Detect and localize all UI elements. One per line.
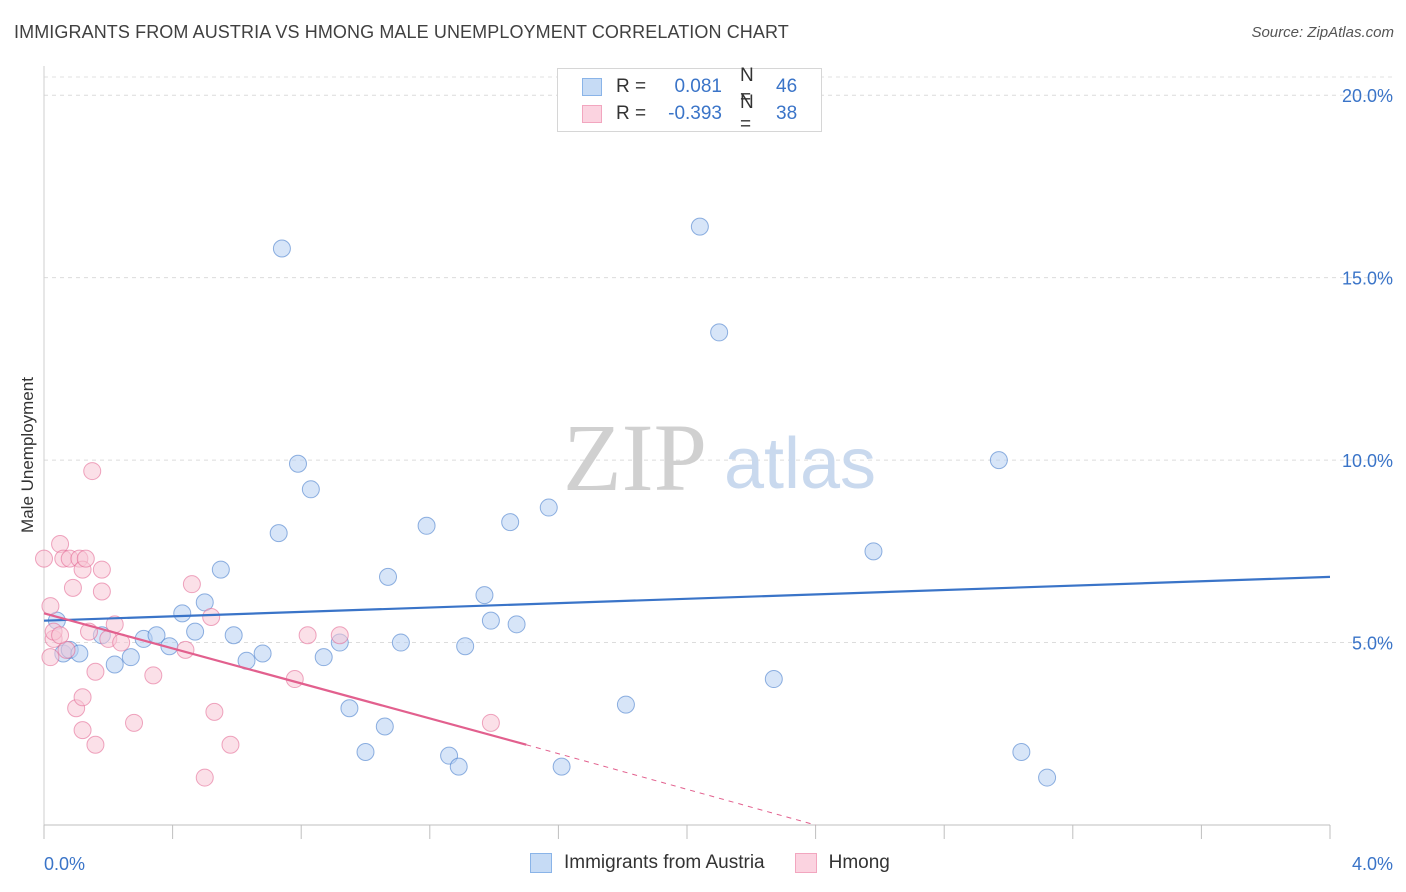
x-tick-label: 0.0% bbox=[44, 854, 85, 874]
legend-n-label: N = bbox=[740, 92, 754, 135]
legend-label-austria: Immigrants from Austria bbox=[564, 852, 765, 873]
data-point-hmong bbox=[92, 560, 111, 579]
data-point-hmong bbox=[205, 702, 224, 721]
data-point-hmong bbox=[41, 648, 60, 667]
data-point-austria bbox=[764, 670, 783, 689]
data-point-hmong bbox=[182, 575, 201, 594]
data-point-hmong bbox=[73, 721, 92, 740]
data-point-austria bbox=[379, 567, 398, 586]
data-point-austria bbox=[552, 757, 571, 776]
data-point-austria bbox=[1012, 743, 1031, 762]
legend-r-label: R = bbox=[616, 76, 647, 97]
data-point-austria bbox=[356, 743, 375, 762]
data-point-austria bbox=[507, 615, 526, 634]
data-point-austria bbox=[710, 323, 729, 342]
trendline-austria bbox=[43, 575, 1331, 622]
data-point-austria bbox=[340, 699, 359, 718]
data-point-hmong bbox=[195, 768, 214, 787]
data-point-austria bbox=[211, 560, 230, 579]
data-point-hmong bbox=[330, 626, 349, 645]
data-point-austria bbox=[173, 604, 192, 623]
legend-row-austria: R = 0.081 N = 46 bbox=[582, 65, 798, 108]
series-legend: Immigrants from Austria Hmong bbox=[530, 852, 920, 874]
data-point-austria bbox=[989, 451, 1008, 470]
data-point-austria bbox=[501, 513, 520, 532]
trendline-hmong bbox=[43, 612, 527, 746]
data-point-hmong bbox=[76, 549, 95, 568]
data-point-hmong bbox=[86, 662, 105, 681]
y-tick-label: 10.0% bbox=[1342, 451, 1393, 471]
data-point-austria bbox=[690, 217, 709, 236]
data-point-austria bbox=[224, 626, 243, 645]
chart-title: IMMIGRANTS FROM AUSTRIA VS HMONG MALE UN… bbox=[14, 22, 789, 42]
data-point-austria bbox=[288, 454, 307, 473]
y-tick-label: 20.0% bbox=[1342, 86, 1393, 106]
data-point-hmong bbox=[221, 735, 240, 754]
legend-item-hmong[interactable]: Hmong bbox=[794, 852, 890, 874]
legend-swatch-hmong bbox=[582, 105, 602, 123]
gridlines bbox=[44, 76, 1392, 644]
data-point-hmong bbox=[51, 535, 70, 554]
legend-n-label: N = bbox=[740, 65, 754, 108]
data-point-austria bbox=[269, 524, 288, 543]
axes bbox=[43, 66, 1331, 839]
correlation-legend: R = 0.081 N = 46 R = -0.393 N = 38 bbox=[557, 65, 822, 135]
data-point-hmong bbox=[481, 713, 500, 732]
data-point-austria bbox=[539, 498, 558, 517]
data-point-austria bbox=[864, 542, 883, 561]
data-point-austria bbox=[481, 611, 500, 630]
legend-r-value: 0.081 bbox=[674, 76, 722, 97]
y-tick-label: 15.0% bbox=[1342, 269, 1393, 289]
source-credit: Source: ZipAtlas.com bbox=[1251, 24, 1394, 41]
data-point-hmong bbox=[86, 735, 105, 754]
data-point-austria bbox=[253, 644, 272, 663]
data-point-austria bbox=[391, 633, 410, 652]
legend-swatch-hmong bbox=[794, 853, 817, 873]
data-point-austria bbox=[301, 480, 320, 499]
data-point-austria bbox=[616, 695, 635, 714]
legend-swatch-austria bbox=[582, 78, 602, 96]
data-point-hmong bbox=[298, 626, 317, 645]
tick-labels: 5.0% 10.0% 15.0% 20.0% 0.0% 4.0% bbox=[44, 86, 1393, 874]
data-point-austria bbox=[449, 757, 468, 776]
data-point-hmong bbox=[125, 713, 144, 732]
data-point-austria bbox=[417, 516, 436, 535]
watermark-zip: ZIP bbox=[563, 404, 707, 511]
data-point-hmong bbox=[202, 608, 221, 627]
series-hmong-points bbox=[35, 462, 500, 787]
data-point-hmong bbox=[63, 578, 82, 597]
data-point-hmong bbox=[92, 582, 111, 601]
data-point-hmong bbox=[144, 666, 163, 685]
data-point-austria bbox=[186, 622, 205, 641]
data-point-hmong bbox=[51, 626, 70, 645]
data-point-hmong bbox=[73, 688, 92, 707]
legend-r-value: -0.393 bbox=[668, 103, 722, 124]
legend-r-label: R = bbox=[616, 103, 647, 124]
data-point-hmong bbox=[35, 549, 53, 568]
legend-label-hmong: Hmong bbox=[828, 852, 890, 873]
data-point-hmong bbox=[83, 462, 102, 481]
trendline-hmong-extension bbox=[526, 744, 816, 826]
legend-n-value: 38 bbox=[776, 103, 798, 124]
data-point-austria bbox=[475, 586, 494, 605]
data-point-hmong bbox=[41, 597, 60, 616]
data-point-austria bbox=[1038, 768, 1057, 787]
legend-swatch-austria bbox=[530, 853, 552, 873]
data-point-austria bbox=[314, 648, 333, 667]
trendlines bbox=[43, 575, 1331, 826]
data-point-austria bbox=[375, 717, 394, 736]
watermark-atlas: atlas bbox=[724, 424, 876, 504]
legend-item-austria[interactable]: Immigrants from Austria bbox=[530, 852, 765, 874]
legend-n-value: 46 bbox=[776, 76, 798, 97]
legend-row-hmong: R = -0.393 N = 38 bbox=[582, 92, 798, 135]
x-tick-label: 4.0% bbox=[1352, 854, 1393, 874]
series-austria-points bbox=[47, 217, 1057, 787]
data-point-austria bbox=[456, 637, 475, 656]
data-point-austria bbox=[272, 239, 291, 258]
data-point-austria bbox=[105, 655, 124, 674]
y-tick-label: 5.0% bbox=[1352, 634, 1393, 654]
data-point-austria bbox=[121, 648, 140, 667]
